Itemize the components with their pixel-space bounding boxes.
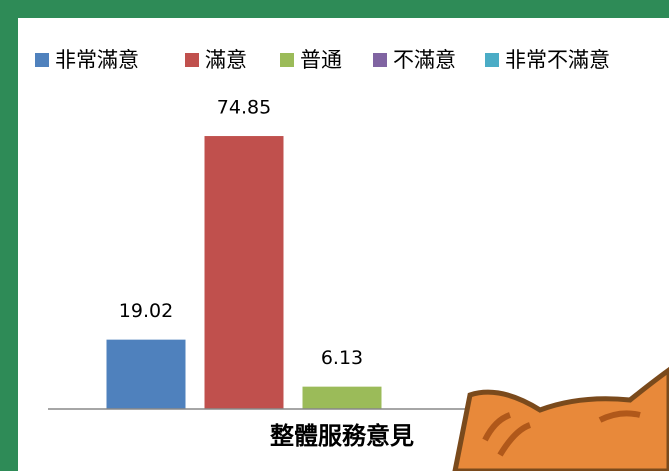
legend-label: 普通 bbox=[300, 48, 342, 72]
bar bbox=[205, 136, 284, 409]
legend-swatch bbox=[280, 53, 294, 67]
legend-swatch bbox=[185, 53, 199, 67]
bar bbox=[107, 340, 186, 409]
legend-swatch bbox=[35, 53, 49, 67]
x-tick-label: 整體服務意見 bbox=[270, 422, 414, 450]
chart: 非常滿意 滿意 普通 不滿意 非常不滿意 19.02 74.85 6.13 整體服務意見 bbox=[0, 0, 669, 471]
legend-label: 滿意 bbox=[205, 48, 247, 72]
legend-label: 不滿意 bbox=[393, 48, 456, 72]
value-label: 19.02 bbox=[119, 300, 173, 322]
legend-swatch bbox=[485, 53, 499, 67]
legend-label: 非常滿意 bbox=[55, 48, 139, 72]
value-label: 74.85 bbox=[217, 97, 271, 119]
value-label: 6.13 bbox=[321, 347, 363, 369]
bar bbox=[303, 387, 382, 409]
legend-label: 非常不滿意 bbox=[505, 48, 610, 72]
legend-swatch bbox=[373, 53, 387, 67]
